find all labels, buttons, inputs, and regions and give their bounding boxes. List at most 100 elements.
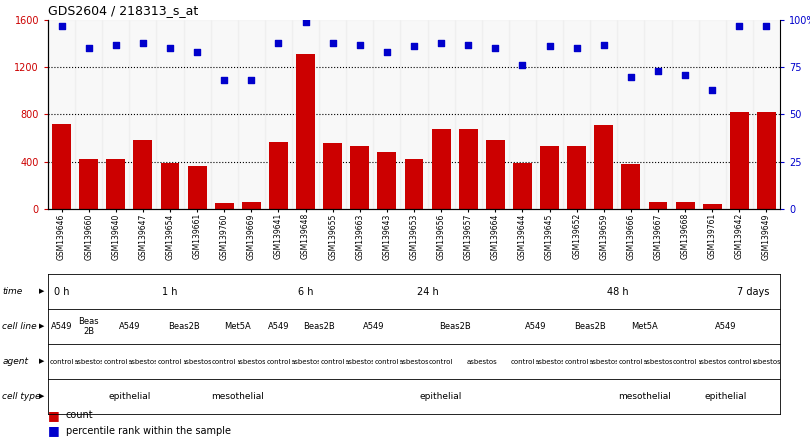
Bar — [621, 164, 641, 209]
Point — [625, 73, 637, 80]
Bar — [482, 20, 509, 209]
Text: A549: A549 — [363, 322, 384, 331]
Point — [190, 48, 203, 56]
Bar — [590, 20, 617, 209]
Text: cell type: cell type — [2, 392, 41, 401]
Text: mesothelial: mesothelial — [618, 392, 671, 401]
Text: Beas2B: Beas2B — [574, 322, 606, 331]
Text: A549: A549 — [715, 322, 736, 331]
Bar — [52, 124, 71, 209]
Point — [299, 18, 312, 25]
Point — [597, 41, 610, 48]
Bar — [428, 20, 454, 209]
Bar — [617, 20, 645, 209]
Point — [218, 77, 231, 84]
Text: Beas2B: Beas2B — [168, 322, 199, 331]
Bar — [567, 147, 586, 209]
Text: epithelial: epithelial — [109, 392, 151, 401]
Text: control: control — [673, 358, 697, 365]
Bar — [238, 20, 265, 209]
Bar — [134, 140, 152, 209]
Point — [353, 41, 366, 48]
Point — [733, 22, 746, 29]
Text: Met5A: Met5A — [631, 322, 658, 331]
Bar — [703, 204, 722, 209]
Text: asbestos: asbestos — [344, 358, 375, 365]
Bar — [400, 20, 428, 209]
Text: asbestos: asbestos — [588, 358, 619, 365]
Bar — [106, 159, 126, 209]
Text: Met5A: Met5A — [224, 322, 251, 331]
Text: epithelial: epithelial — [420, 392, 463, 401]
Text: ▶: ▶ — [39, 358, 45, 365]
Bar — [75, 20, 102, 209]
Bar — [699, 20, 726, 209]
Text: asbestos: asbestos — [642, 358, 673, 365]
Point — [489, 45, 502, 52]
Bar — [215, 203, 234, 209]
Bar — [757, 112, 776, 209]
Text: 1 h: 1 h — [162, 286, 177, 297]
Bar — [292, 20, 319, 209]
Bar — [377, 152, 396, 209]
Bar — [649, 202, 667, 209]
Text: control: control — [375, 358, 399, 365]
Text: control: control — [49, 358, 74, 365]
Text: asbestos: asbestos — [127, 358, 158, 365]
Bar — [184, 20, 211, 209]
Text: 24 h: 24 h — [416, 286, 438, 297]
Text: ▶: ▶ — [39, 289, 45, 294]
Text: cell line: cell line — [2, 322, 37, 331]
Text: 7 days: 7 days — [737, 286, 769, 297]
Point — [651, 67, 664, 75]
Text: control: control — [158, 358, 182, 365]
Text: control: control — [266, 358, 291, 365]
Bar — [676, 202, 695, 209]
Text: agent: agent — [2, 357, 28, 366]
Point — [164, 45, 177, 52]
Text: control: control — [212, 358, 237, 365]
Bar — [188, 166, 207, 209]
Point — [326, 39, 339, 46]
Bar — [540, 147, 559, 209]
Bar — [454, 20, 482, 209]
Point — [136, 39, 149, 46]
Bar — [160, 163, 180, 209]
Point — [435, 39, 448, 46]
Text: control: control — [104, 358, 128, 365]
Bar — [486, 140, 505, 209]
Point — [272, 39, 285, 46]
Bar — [645, 20, 671, 209]
Text: time: time — [2, 287, 23, 296]
Point — [245, 77, 258, 84]
Text: ▶: ▶ — [39, 393, 45, 400]
Point — [679, 71, 692, 78]
Text: control: control — [565, 358, 589, 365]
Text: A549: A549 — [267, 322, 289, 331]
Text: asbestos: asbestos — [399, 358, 429, 365]
Text: A549: A549 — [51, 322, 72, 331]
Point — [706, 87, 718, 94]
Bar — [563, 20, 590, 209]
Text: asbestos: asbestos — [697, 358, 727, 365]
Bar — [350, 147, 369, 209]
Bar — [730, 112, 748, 209]
Bar — [79, 159, 98, 209]
Bar — [432, 129, 450, 209]
Bar — [319, 20, 346, 209]
Text: asbestos: asbestos — [534, 358, 565, 365]
Bar — [404, 159, 424, 209]
Point — [82, 45, 95, 52]
Text: asbestos: asbestos — [751, 358, 782, 365]
Text: 6 h: 6 h — [298, 286, 313, 297]
Text: asbestos: asbestos — [290, 358, 321, 365]
Bar — [726, 20, 752, 209]
Text: Beas2B: Beas2B — [303, 322, 335, 331]
Text: ■: ■ — [48, 408, 60, 422]
Text: Beas
2B: Beas 2B — [79, 317, 99, 336]
Text: control: control — [619, 358, 643, 365]
Text: control: control — [727, 358, 752, 365]
Point — [462, 41, 475, 48]
Text: A549: A549 — [118, 322, 140, 331]
Text: asbestos: asbestos — [73, 358, 104, 365]
